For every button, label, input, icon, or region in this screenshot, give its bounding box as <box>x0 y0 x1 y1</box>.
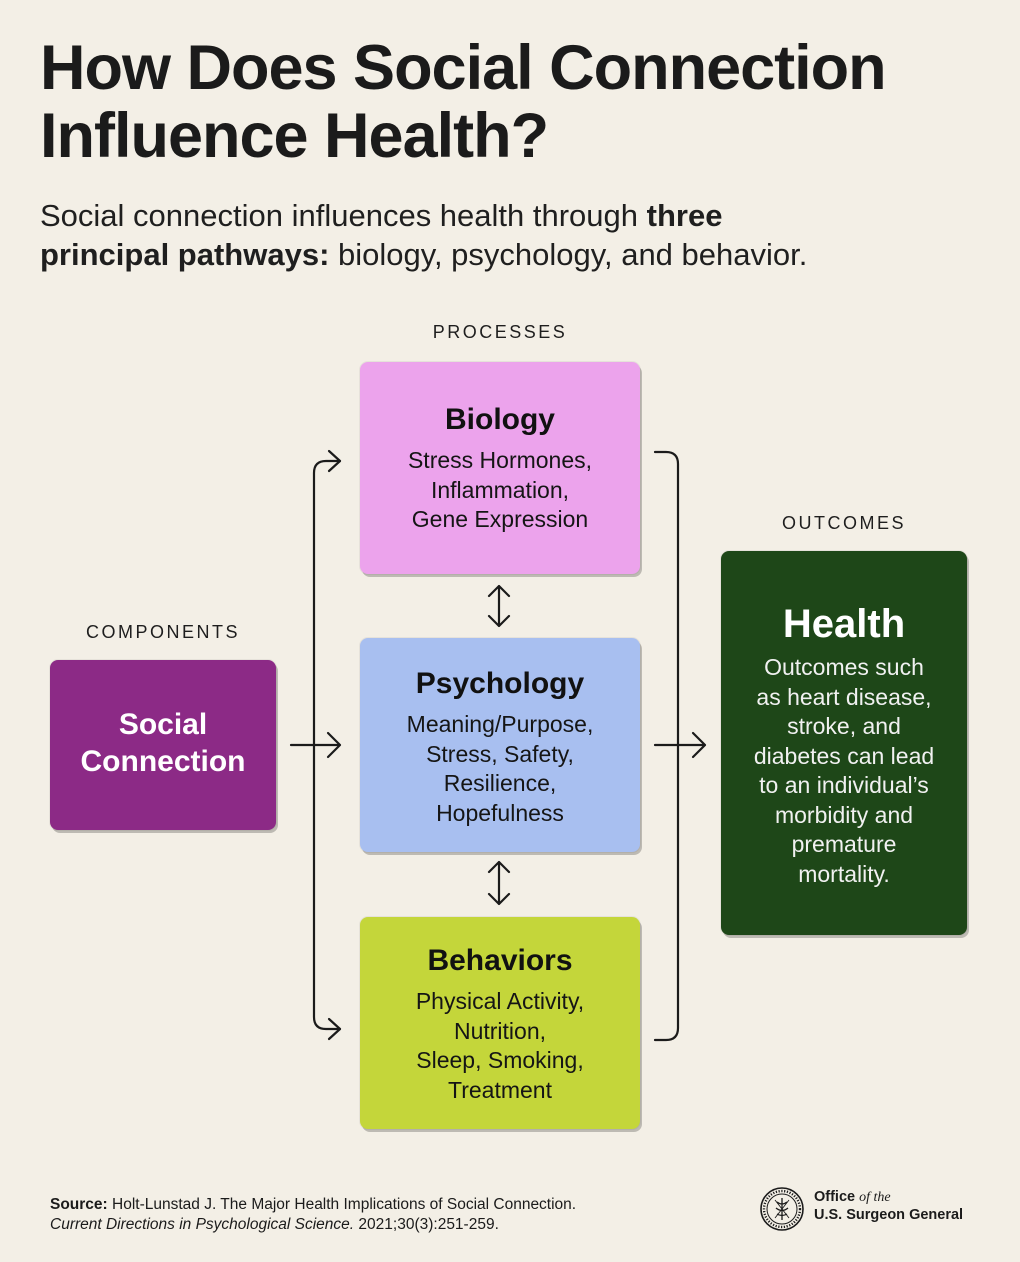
health-line: morbidity and <box>774 801 914 828</box>
social-connection-box: Social Connection <box>50 660 276 830</box>
branch-to-biology <box>312 459 342 1031</box>
social-connection-label: Social Connection <box>50 706 276 780</box>
behaviors-title: Behaviors <box>427 944 573 977</box>
logo-of-the: of the <box>859 1190 891 1205</box>
social-line-1: Social <box>118 708 208 741</box>
behaviors-line: Sleep, Smoking, <box>416 1047 584 1073</box>
biology-line: Stress Hormones, <box>407 447 593 473</box>
behaviors-description: Physical Activity, Nutrition, Sleep, Smo… <box>360 987 640 1105</box>
surgeon-general-logo: Office of the U.S. Surgeon General <box>758 1186 988 1232</box>
subtitle-bold-2: principal pathways: <box>40 237 330 272</box>
logo-office-line: Office of the <box>814 1189 891 1206</box>
psychology-line: Hopefulness <box>436 799 564 826</box>
health-line: as heart disease, <box>756 683 932 710</box>
biology-box: Biology Stress Hormones, Inflammation, G… <box>360 362 640 574</box>
psychology-line: Resilience, <box>443 770 557 796</box>
psychology-title: Psychology <box>415 667 585 700</box>
health-line: stroke, and <box>787 713 901 739</box>
arrowhead-behaviors <box>327 1017 342 1041</box>
health-line: premature <box>791 831 897 857</box>
health-title: Health <box>782 602 906 646</box>
subtitle-text-1: Social connection influences health thro… <box>40 198 647 233</box>
source-citation-detail: 2021;30(3):251-259. <box>354 1216 499 1233</box>
biology-description: Stress Hormones, Inflammation, Gene Expr… <box>360 446 640 535</box>
components-label: COMPONENTS <box>85 622 240 642</box>
biology-line: Inflammation, <box>430 476 570 503</box>
arrow-to-health <box>653 731 707 759</box>
biology-title: Biology <box>445 403 555 436</box>
source-citation: Source: Holt-Lunstad J. The Major Health… <box>50 1195 690 1235</box>
behaviors-line: Treatment <box>448 1076 552 1103</box>
behaviors-line: Nutrition, <box>453 1017 547 1044</box>
logo-name: U.S. Surgeon General <box>814 1207 964 1223</box>
behaviors-line: Physical Activity, <box>415 988 585 1014</box>
psychology-description: Meaning/Purpose, Stress, Safety, Resilie… <box>360 710 640 828</box>
subtitle: Social connection influences health thro… <box>40 196 940 274</box>
psychology-line: Meaning/Purpose, <box>406 711 594 737</box>
arrow-psychology-behaviors <box>487 860 511 906</box>
arrow-biology-psychology <box>487 584 511 628</box>
health-line: diabetes can lead <box>753 742 935 769</box>
title-line-2: Influence Health? <box>40 101 549 171</box>
health-description: Outcomes such as heart disease, stroke, … <box>721 653 967 889</box>
health-line: mortality. <box>798 860 890 887</box>
social-line-2: Connection <box>80 745 246 778</box>
health-line: to an individual’s <box>759 772 929 798</box>
seal-icon <box>760 1187 804 1231</box>
source-journal: Current Directions in Psychological Scie… <box>50 1216 355 1233</box>
outcomes-label: OUTCOMES <box>781 513 906 533</box>
subtitle-text-2: biology, psychology, and behavior. <box>329 237 808 272</box>
source-label: Source: <box>50 1196 108 1213</box>
behaviors-box: Behaviors Physical Activity, Nutrition, … <box>360 917 640 1129</box>
arrowhead-biology <box>327 449 342 473</box>
processes-label: PROCESSES <box>432 322 568 342</box>
health-line: Outcomes such <box>764 654 924 680</box>
logo-office: Office <box>814 1189 856 1205</box>
subtitle-bold-1: three <box>646 198 723 233</box>
health-box: Health Outcomes such as heart disease, s… <box>721 551 967 935</box>
psychology-box: Psychology Meaning/Purpose, Stress, Safe… <box>360 638 640 852</box>
title-line-1: How Does Social Connection <box>40 33 887 103</box>
psychology-line: Stress, Safety, <box>426 740 574 767</box>
biology-line: Gene Expression <box>411 506 589 532</box>
arrow-social-to-psychology <box>289 731 342 759</box>
source-text: Holt-Lunstad J. The Major Health Implica… <box>107 1196 577 1213</box>
page-title: How Does Social Connection Influence Hea… <box>40 34 1000 170</box>
